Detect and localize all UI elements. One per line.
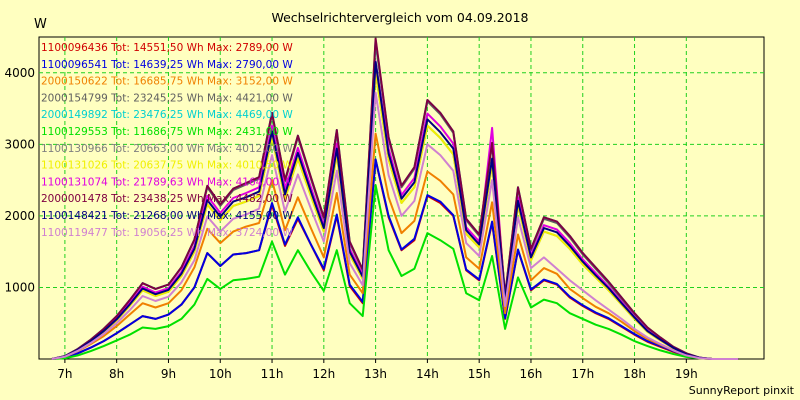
plot-frame bbox=[38, 36, 765, 360]
series-line-2 bbox=[51, 158, 739, 360]
y-axis-unit: W bbox=[34, 17, 47, 32]
x-tick-label: 8h bbox=[109, 367, 124, 381]
y-tick-label: 4000 bbox=[4, 66, 35, 80]
y-tick-label: 1000 bbox=[4, 280, 35, 294]
x-tick-label: 17h bbox=[571, 367, 594, 381]
legend-entry: 2000154799 Tot: 23245,25 Wh Max: 4421,00… bbox=[41, 92, 293, 104]
legend-entry: 1100096436 Tot: 14551,50 Wh Max: 2789,00… bbox=[41, 42, 293, 54]
x-tick-label: 13h bbox=[364, 367, 387, 381]
legend-entry: 2000001478 Tot: 23438,25 Wh Max: 4482,00… bbox=[41, 193, 293, 205]
legend-entry: 1100131074 Tot: 21789,63 Wh Max: 4164,00… bbox=[41, 176, 293, 188]
x-tick-label: 12h bbox=[312, 367, 335, 381]
x-tick-label: 10h bbox=[209, 367, 232, 381]
y-tick-label: 3000 bbox=[4, 137, 35, 151]
x-tick-labels: 7h 8h 9h 10h 11h 12h 13h 14h 15h 16h 17h 18h 19h bbox=[57, 359, 698, 381]
y-tick-label: 2000 bbox=[4, 209, 35, 223]
chart-title: Wechselrichtervergleich vom 04.09.2018 bbox=[271, 10, 528, 25]
series-line-12 bbox=[51, 91, 739, 360]
legend-entry: 1100131026 Tot: 20637,75 Wh Max: 4010,50… bbox=[41, 160, 293, 172]
legend-entry: 1100096541 Tot: 14639,25 Wh Max: 2790,00… bbox=[41, 59, 293, 71]
series-line-3 bbox=[51, 132, 739, 360]
legend-entry: 2000149892 Tot: 23476,25 Wh Max: 4469,00… bbox=[41, 109, 293, 121]
x-tick-label: 16h bbox=[520, 367, 543, 381]
x-tick-label: 15h bbox=[468, 367, 491, 381]
legend-entry: 1100129553 Tot: 11686,75 Wh Max: 2431,00… bbox=[41, 126, 293, 138]
x-tick-label: 11h bbox=[261, 367, 284, 381]
y-tick-labels: 1000 2000 3000 4000 bbox=[4, 66, 35, 295]
series-line-10 bbox=[51, 37, 739, 360]
x-tick-label: 7h bbox=[57, 367, 72, 381]
x-tick-label: 14h bbox=[416, 367, 439, 381]
series-line-11 bbox=[51, 61, 739, 360]
legend-entry: 1100148421 Tot: 21268,00 Wh Max: 4155,00… bbox=[41, 210, 293, 222]
x-tick-label: 18h bbox=[623, 367, 646, 381]
legend-entry: 2000150622 Tot: 16685,75 Wh Max: 3152,00… bbox=[41, 76, 293, 88]
legend-entry: 1100130966 Tot: 20663,00 Wh Max: 4012,00… bbox=[41, 143, 293, 155]
legend: 1100096436 Tot: 14551,50 Wh Max: 2789,00… bbox=[41, 42, 293, 239]
x-tick-label: 19h bbox=[675, 367, 698, 381]
footer-credit: SunnyReport pinxit bbox=[689, 384, 795, 397]
legend-entry: 1100119477 Tot: 19056,25 Wh Max: 3724,00… bbox=[41, 227, 293, 239]
series-lines bbox=[51, 37, 739, 360]
x-tick-label: 9h bbox=[161, 367, 176, 381]
series-line-6 bbox=[51, 184, 739, 360]
